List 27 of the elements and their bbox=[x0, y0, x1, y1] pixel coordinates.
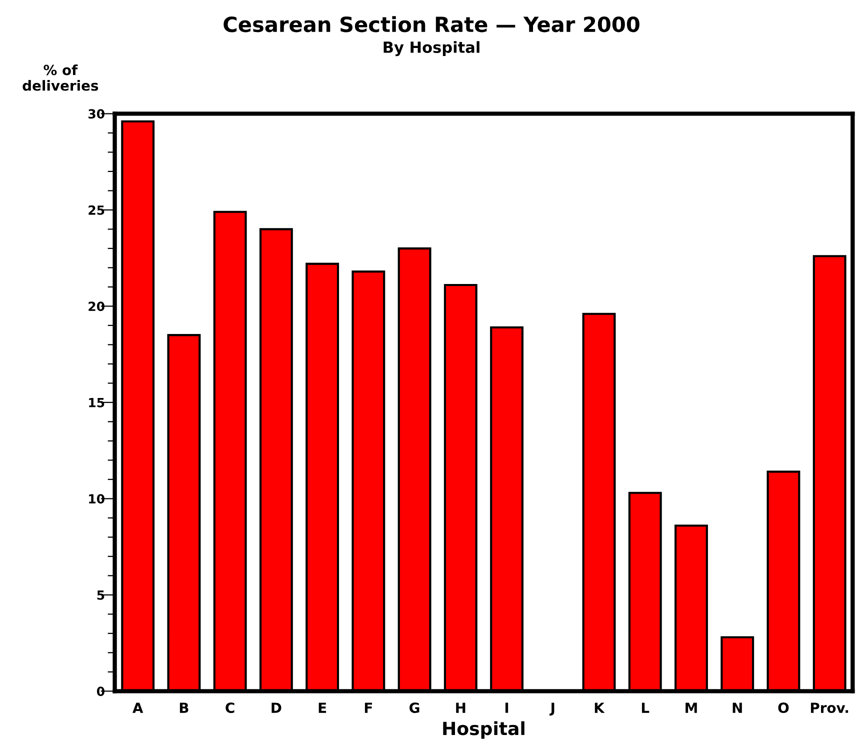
x-tick-label: G bbox=[410, 702, 420, 714]
y-tick-label: 20 bbox=[88, 302, 104, 312]
chart-subtitle: By Hospital bbox=[384, 41, 480, 56]
x-tick-label: J bbox=[550, 702, 554, 716]
x-tick-label: I bbox=[505, 702, 508, 713]
y-tick-label: 15 bbox=[89, 398, 104, 408]
x-tick-label: K bbox=[594, 702, 605, 713]
x-tick-label: N bbox=[732, 702, 742, 713]
x-tick-label: E bbox=[318, 702, 326, 713]
x-tick-label: F bbox=[364, 702, 372, 713]
y-tick-label: 10 bbox=[89, 494, 104, 504]
x-tick-label: C bbox=[226, 702, 234, 714]
x-tick-label: M bbox=[686, 702, 697, 713]
x-tick-label: L bbox=[642, 702, 650, 713]
x-tick-label: H bbox=[456, 702, 466, 713]
x-tick-label: B bbox=[180, 702, 188, 713]
chart-title: Cesarean Section Rate — Year 2000 bbox=[224, 16, 640, 32]
x-tick-label: O bbox=[778, 702, 789, 714]
y-tick-label: 30 bbox=[88, 109, 104, 119]
x-tick-label: D bbox=[272, 702, 282, 713]
x-tick-label: Prov. bbox=[810, 702, 848, 714]
y-tick-label: 5 bbox=[97, 590, 104, 600]
y-tick-label: 25 bbox=[88, 205, 104, 215]
x-axis-title: Hospital bbox=[443, 721, 524, 739]
y-axis-title: % of deliveries bbox=[22, 64, 98, 91]
x-tick-label: A bbox=[132, 702, 144, 713]
y-tick-label: 0 bbox=[96, 686, 104, 696]
